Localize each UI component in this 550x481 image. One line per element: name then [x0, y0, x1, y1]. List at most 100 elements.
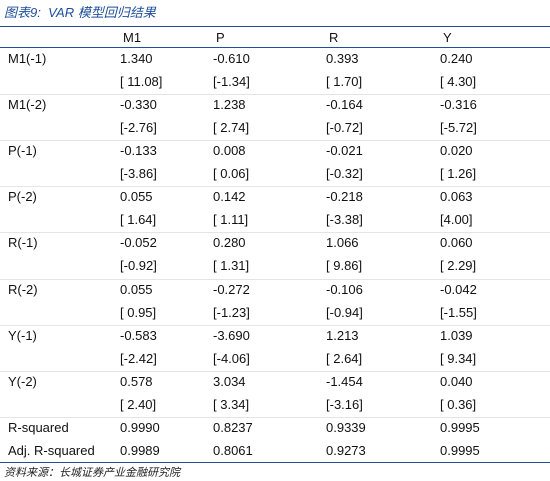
top-rule: [0, 26, 550, 27]
tstat-cell: [ 1.26]: [440, 166, 477, 182]
row-separator: [0, 416, 550, 418]
tstat-cell: [-5.72]: [440, 120, 477, 136]
tstat-cell: [ 0.06]: [213, 166, 250, 182]
row-label: P(-1): [8, 143, 37, 159]
coef-cell: 1.340: [120, 51, 153, 66]
stat-cell: 0.8237: [213, 419, 253, 435]
row-label: R-squared: [8, 419, 69, 435]
tstat-cell: [ 1.11]: [213, 212, 249, 228]
coef-cell: -0.218: [326, 189, 363, 205]
column-header: Y: [443, 30, 452, 45]
row-separator: [0, 94, 550, 96]
coef-cell: 0.040: [440, 373, 473, 389]
tstat-cell: [ 9.86]: [326, 258, 363, 274]
tstat-cell: [-1.55]: [440, 304, 477, 320]
coef-cell: 0.055: [120, 189, 153, 205]
coef-cell: 1.066: [326, 235, 359, 251]
row-label: R(-1): [8, 235, 38, 251]
coef-cell: 0.280: [213, 235, 246, 251]
row-separator: [0, 324, 550, 326]
row-separator: [0, 278, 550, 280]
stat-cell: 0.9989: [120, 442, 160, 458]
tstat-cell: [ 3.34]: [213, 396, 250, 412]
coef-cell: 0.393: [326, 51, 359, 66]
row-separator: [0, 370, 550, 372]
coef-cell: 0.020: [440, 143, 473, 159]
tstat-cell: [ 0.36]: [440, 396, 477, 412]
tstat-cell: [-1.23]: [213, 304, 250, 320]
tstat-cell: [ 11.08]: [120, 74, 163, 90]
coef-cell: 0.008: [213, 143, 246, 159]
row-label: M1(-2): [8, 97, 47, 113]
coef-cell: 1.213: [326, 327, 359, 343]
column-header: P: [216, 30, 225, 45]
row-label: Adj. R-squared: [8, 442, 95, 458]
coef-cell: -0.610: [213, 51, 250, 66]
coef-cell: -0.106: [326, 281, 363, 297]
tstat-cell: [-0.72]: [326, 120, 363, 136]
tstat-cell: [-0.32]: [326, 166, 363, 182]
source: 资料来源：长城证券产业金融研究院: [4, 467, 180, 479]
coef-cell: 3.034: [213, 373, 246, 389]
coef-cell: -3.690: [213, 327, 250, 343]
row-separator: [0, 186, 550, 188]
coef-cell: -1.454: [326, 373, 363, 389]
coef-cell: 0.060: [440, 235, 473, 251]
coef-cell: 0.142: [213, 189, 246, 205]
coef-cell: -0.330: [120, 97, 157, 113]
stat-cell: 0.9995: [440, 419, 480, 435]
stat-cell: 0.9990: [120, 419, 160, 435]
coef-cell: -0.316: [440, 97, 477, 113]
coef-cell: -0.583: [120, 327, 157, 343]
row-separator: [0, 140, 550, 142]
tstat-cell: [ 0.95]: [120, 304, 157, 320]
bottom-rule: [0, 462, 550, 463]
coef-cell: 0.240: [440, 51, 473, 66]
tstat-cell: [ 2.74]: [213, 120, 250, 136]
tstat-cell: [ 9.34]: [440, 350, 477, 366]
tstat-cell: [ 2.29]: [440, 258, 477, 274]
tstat-cell: [-2.42]: [120, 350, 157, 366]
tstat-cell: [-1.34]: [213, 74, 250, 90]
coef-cell: -0.052: [120, 235, 157, 251]
column-header: M1: [123, 30, 142, 45]
coef-cell: 1.238: [213, 97, 246, 113]
stat-cell: 0.9995: [440, 442, 480, 458]
coef-cell: -0.042: [440, 281, 477, 297]
stat-cell: 0.9273: [326, 442, 366, 458]
coef-cell: -0.272: [213, 281, 250, 297]
coef-cell: -0.133: [120, 143, 157, 159]
row-separator: [0, 232, 550, 234]
tstat-cell: [ 2.64]: [326, 350, 363, 366]
tstat-cell: [-3.16]: [326, 396, 363, 412]
coef-cell: 1.039: [440, 327, 473, 343]
tstat-cell: [ 2.40]: [120, 396, 157, 412]
tstat-cell: [ 4.30]: [440, 74, 477, 90]
tstat-cell: [-2.76]: [120, 120, 157, 136]
tstat-cell: [-3.38]: [326, 212, 363, 228]
title: 图表9: VAR 模型回归结果: [4, 5, 156, 20]
tstat-cell: [-0.94]: [326, 304, 363, 320]
row-label: R(-2): [8, 281, 38, 297]
tstat-cell: [4.00]: [440, 212, 473, 228]
coef-cell: -0.021: [326, 143, 363, 159]
coef-cell: -0.164: [326, 97, 363, 113]
stat-cell: 0.8061: [213, 442, 253, 458]
tstat-cell: [-0.92]: [120, 258, 157, 274]
coef-cell: 0.055: [120, 281, 153, 297]
row-label: M1(-1): [8, 51, 47, 66]
header-rule: [0, 47, 550, 48]
row-label: Y(-2): [8, 373, 37, 389]
tstat-cell: [-3.86]: [120, 166, 157, 182]
row-label: P(-2): [8, 189, 37, 205]
tstat-cell: [ 1.31]: [213, 258, 250, 274]
row-label: Y(-1): [8, 327, 37, 343]
coef-cell: 0.063: [440, 189, 473, 205]
tstat-cell: [-4.06]: [213, 350, 250, 366]
stat-cell: 0.9339: [326, 419, 366, 435]
tstat-cell: [ 1.70]: [326, 74, 363, 90]
tstat-cell: [ 1.64]: [120, 212, 157, 228]
coef-cell: 0.578: [120, 373, 153, 389]
column-header: R: [329, 30, 339, 45]
